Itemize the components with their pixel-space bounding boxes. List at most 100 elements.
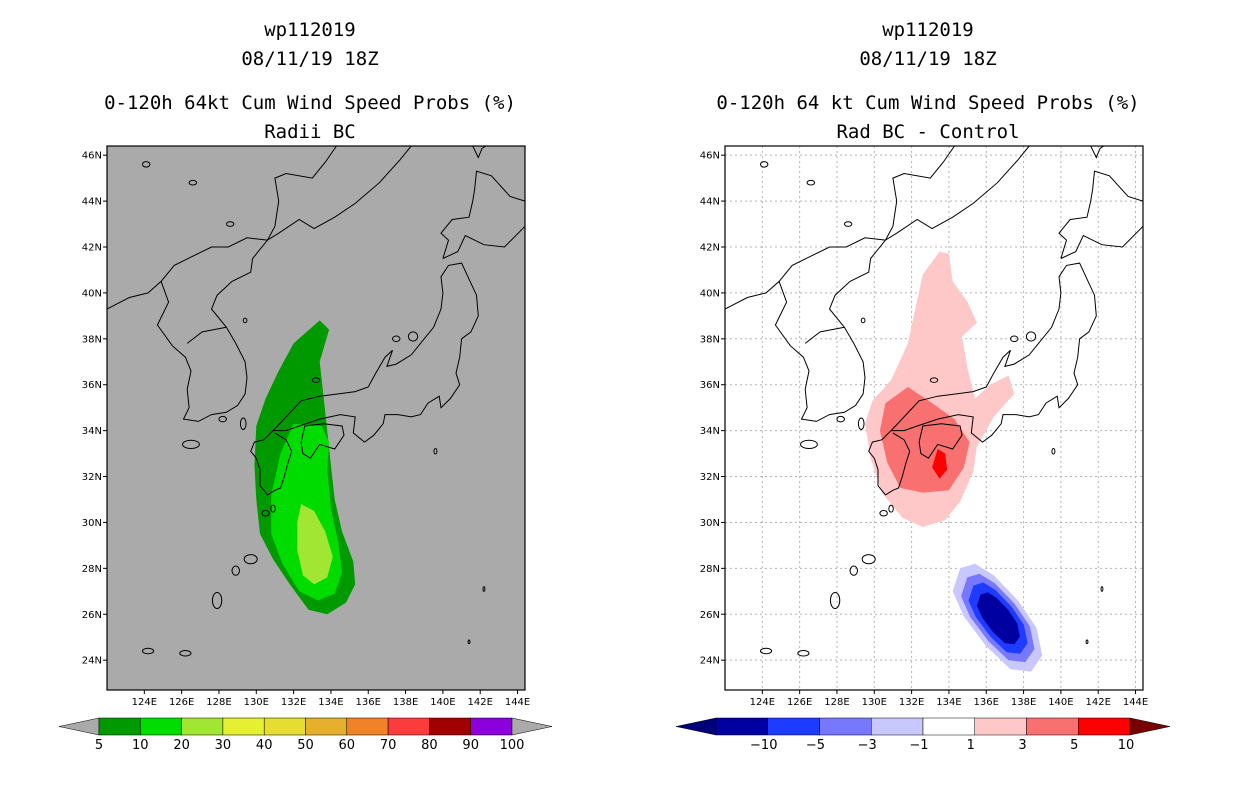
left-colorbar-label: 20 bbox=[173, 738, 190, 753]
lon-label: 136E bbox=[974, 697, 999, 708]
coastline-sakhalin bbox=[1090, 146, 1105, 159]
left-colorbar-label: 5 bbox=[95, 738, 103, 753]
lon-label: 134E bbox=[318, 697, 343, 708]
island-outline bbox=[1085, 639, 1089, 645]
right-map-frame bbox=[724, 145, 1144, 691]
coastline-hokkaido_s bbox=[1060, 225, 1143, 259]
island-outline bbox=[179, 650, 192, 657]
left-subtitle-line2: Radii BC bbox=[264, 121, 356, 143]
island-outline bbox=[225, 221, 235, 227]
island-outline bbox=[857, 417, 865, 430]
island-outline bbox=[888, 504, 894, 513]
lat-label: 26N bbox=[82, 610, 102, 621]
left-colorbar-swatch bbox=[470, 717, 513, 736]
right-colorbar-label: 3 bbox=[1018, 738, 1026, 753]
coastline-kyushu bbox=[250, 430, 293, 496]
positive-diff-contour-1 bbox=[879, 387, 970, 493]
lat-label: 44N bbox=[700, 197, 720, 208]
island-outline bbox=[861, 554, 876, 565]
lon-label: 128E bbox=[206, 697, 231, 708]
left-colorbar-swatch bbox=[98, 717, 141, 736]
left-colorbar-label: 60 bbox=[339, 738, 356, 753]
lon-label: 130E bbox=[244, 697, 269, 708]
island-outline bbox=[270, 504, 276, 513]
wind-prob-contour-20 bbox=[297, 504, 333, 585]
lon-label: 140E bbox=[1048, 697, 1073, 708]
lon-label: 142E bbox=[1086, 697, 1111, 708]
left-title-line2: 08/11/19 18Z bbox=[241, 48, 379, 70]
left-colorbar-right-arrow bbox=[511, 717, 553, 736]
right-colorbar-swatch bbox=[767, 717, 820, 736]
island-outline bbox=[407, 331, 419, 342]
island-outline bbox=[800, 439, 818, 450]
coastline-china_inner2 bbox=[885, 146, 955, 241]
island-outline bbox=[879, 510, 888, 517]
right-colorbar-swatch bbox=[871, 717, 924, 736]
island-outline bbox=[261, 510, 270, 517]
lon-label: 132E bbox=[281, 697, 306, 708]
lon-label: 142E bbox=[468, 697, 493, 708]
right-colorbar-right-arrow bbox=[1129, 717, 1171, 736]
right-colorbar-swatch bbox=[974, 717, 1027, 736]
island-outline bbox=[242, 317, 248, 324]
right-map-content bbox=[725, 146, 1143, 690]
lon-label: 130E bbox=[862, 697, 887, 708]
lat-label: 32N bbox=[700, 472, 720, 483]
right-colorbar-label: −3 bbox=[858, 738, 877, 753]
island-outline bbox=[1010, 335, 1019, 343]
left-title: wp112019 08/11/19 18Z bbox=[110, 16, 510, 74]
right-colorbar-label: 1 bbox=[967, 738, 975, 753]
left-title-line1: wp112019 bbox=[264, 19, 356, 41]
island-outline bbox=[243, 554, 258, 565]
lat-label: 34N bbox=[700, 426, 720, 437]
right-colorbar-label: 10 bbox=[1118, 738, 1135, 753]
lat-label: 30N bbox=[700, 518, 720, 529]
island-outline bbox=[182, 439, 200, 450]
lat-label: 36N bbox=[700, 380, 720, 391]
right-colorbar-label: −5 bbox=[806, 738, 825, 753]
lat-label: 42N bbox=[700, 242, 720, 253]
right-map-panel: 46N 44N 42N 40N 38N 36N 34N 32N 30N 28N 26N 24N 124E… bbox=[700, 145, 1148, 708]
island-outline bbox=[806, 179, 816, 186]
lat-label: 44N bbox=[82, 197, 102, 208]
right-colorbar-left-arrow bbox=[675, 717, 717, 736]
island-outline bbox=[482, 586, 486, 592]
left-colorbar-label: 50 bbox=[297, 738, 314, 753]
coastline-kyushu bbox=[868, 430, 911, 496]
coastline-korea_inner bbox=[186, 326, 227, 344]
lat-label: 28N bbox=[700, 564, 720, 575]
coastline-sakhalin bbox=[472, 146, 487, 159]
island-outline bbox=[211, 591, 223, 610]
right-colorbar: −10 −5 −3 −1 1 3 5 10 bbox=[675, 717, 1171, 753]
island-outline bbox=[849, 565, 858, 576]
positive-diff-contour-2 bbox=[932, 449, 948, 479]
island-outline bbox=[759, 161, 769, 168]
lat-label: 34N bbox=[82, 426, 102, 437]
right-colorbar-swatch bbox=[1026, 717, 1079, 736]
island-outline bbox=[467, 639, 471, 645]
right-colorbar-swatch bbox=[819, 717, 872, 736]
lat-label: 40N bbox=[82, 288, 102, 299]
coastline-shikoku bbox=[918, 423, 963, 459]
left-map-content bbox=[107, 146, 525, 657]
right-colorbar-label: −10 bbox=[750, 738, 777, 753]
left-colorbar-swatch bbox=[263, 717, 306, 736]
coastline-china_inner2 bbox=[267, 146, 337, 241]
left-colorbar: 5 10 20 30 40 50 60 70 80 90 100 bbox=[58, 717, 553, 753]
negative-diff-contour-3 bbox=[976, 592, 1020, 645]
island-outline bbox=[843, 221, 853, 227]
lon-label: 144E bbox=[505, 697, 530, 708]
island-outline bbox=[239, 417, 247, 430]
lat-label: 46N bbox=[700, 151, 720, 162]
coastline-korea_inner bbox=[804, 326, 845, 344]
island-outline bbox=[218, 415, 227, 423]
lon-label: 138E bbox=[393, 697, 418, 708]
left-colorbar-swatch bbox=[222, 717, 265, 736]
island-outline bbox=[1051, 448, 1056, 455]
left-colorbar-label: 90 bbox=[462, 738, 479, 753]
island-outline bbox=[433, 448, 438, 455]
island-outline bbox=[311, 377, 321, 383]
right-colorbar-label: −1 bbox=[909, 738, 928, 753]
coastline-korea_china bbox=[725, 146, 1030, 422]
